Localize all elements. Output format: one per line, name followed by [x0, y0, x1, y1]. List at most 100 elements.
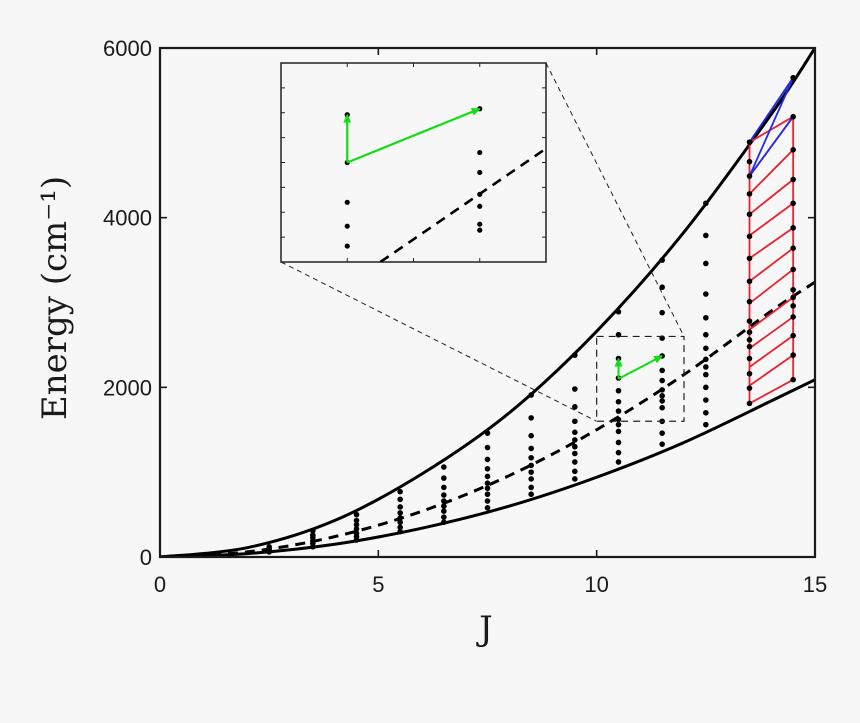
- level-point-j12.5-8: [703, 331, 709, 338]
- level-point-j13.5-5: [746, 337, 753, 343]
- level-point-j9.5-1: [572, 468, 578, 475]
- level-point-j9.5-8: [572, 404, 578, 410]
- red-rung-0: [749, 378, 794, 405]
- red-rung-3: [748, 316, 794, 350]
- zoom-region-box: [596, 335, 685, 422]
- inset-point-j10.5-1: [344, 223, 350, 229]
- level-point-j5.5-1: [397, 524, 403, 531]
- level-point-j5.5-0: [397, 528, 403, 535]
- level-point-j9.5-10: [572, 352, 578, 358]
- level-point-j13.5-1: [746, 385, 753, 391]
- inset-point-j11.5-1: [477, 221, 483, 227]
- level-point-j8.5-3: [528, 469, 534, 475]
- level-point-j12.5-11: [703, 260, 709, 267]
- red-rung-9: [748, 178, 794, 215]
- level-point-j11.5-6: [659, 387, 665, 393]
- level-point-j14.5-13: [790, 113, 796, 120]
- main-plot-content: [160, 48, 815, 557]
- level-point-j9.5-2: [572, 459, 578, 465]
- level-point-j10.5-7: [615, 398, 622, 405]
- level-point-j12.5-13: [703, 200, 709, 207]
- level-point-j3.5-5: [310, 527, 316, 534]
- level-point-j10.5-5: [615, 416, 622, 423]
- y-tick-label-2000: 2000: [103, 375, 152, 400]
- inset-point-j11.5-2: [477, 203, 483, 209]
- axes: 0 5 10 15 0 2000 4000 6000: [103, 36, 827, 597]
- red-rung-6: [748, 247, 794, 283]
- level-point-j7.5-6: [484, 465, 491, 472]
- level-point-j10.5-3: [615, 428, 622, 435]
- level-point-j9.5-0: [572, 476, 578, 482]
- level-point-j13.5-16: [746, 139, 753, 145]
- level-point-j13.5-14: [746, 173, 753, 179]
- level-point-j13.5-3: [746, 355, 753, 362]
- level-point-j13.5-2: [746, 370, 753, 377]
- level-point-j11.5-0: [659, 441, 665, 447]
- level-point-j7.5-1: [484, 498, 491, 504]
- level-point-j11.5-1: [659, 430, 665, 436]
- inset-point-j11.5-5: [477, 149, 483, 156]
- x-tick-label-10: 10: [584, 572, 608, 597]
- level-point-j12.5-1: [703, 409, 709, 416]
- level-point-j6.5-5: [441, 492, 447, 498]
- level-point-j14.5-2: [790, 332, 796, 339]
- green-arrow-1: [618, 355, 664, 380]
- level-point-j8.5-8: [528, 415, 534, 421]
- red-rung-2: [748, 334, 794, 368]
- level-point-j8.5-2: [528, 476, 534, 482]
- level-point-j13.5-6: [746, 329, 753, 335]
- level-point-j5.5-5: [397, 504, 403, 510]
- level-point-j7.5-3: [484, 485, 491, 492]
- level-point-j9.5-5: [572, 437, 578, 443]
- level-point-j9.5-4: [572, 443, 578, 450]
- level-point-j13.5-4: [746, 343, 753, 350]
- y-tick-label-4000: 4000: [103, 206, 152, 231]
- level-point-j12.5-10: [703, 291, 709, 297]
- y-axis-label: Energy (cm⁻¹): [35, 176, 75, 420]
- level-point-j7.5-9: [484, 430, 491, 436]
- level-point-j9.5-9: [572, 386, 578, 392]
- level-point-j5.5-2: [397, 519, 403, 526]
- level-point-j7.5-7: [484, 456, 491, 463]
- level-point-j6.5-2: [441, 508, 447, 514]
- level-point-j11.5-12: [659, 284, 665, 291]
- level-point-j4.5-6: [353, 511, 360, 518]
- level-point-j14.5-12: [790, 147, 796, 153]
- level-point-j13.5-8: [746, 298, 753, 305]
- level-point-j6.5-0: [441, 519, 447, 526]
- level-point-j14.5-7: [790, 266, 796, 273]
- level-point-j6.5-1: [441, 514, 447, 520]
- level-point-j3.5-4: [310, 532, 316, 538]
- level-point-j8.5-0: [528, 491, 534, 498]
- level-point-j12.5-5: [703, 364, 709, 370]
- red-rung-8: [748, 202, 794, 237]
- level-point-j11.5-3: [659, 404, 665, 411]
- level-point-j14.5-10: [790, 200, 796, 207]
- level-point-j7.5-8: [484, 444, 491, 451]
- level-point-j10.5-1: [615, 449, 622, 456]
- level-point-j14.5-9: [790, 225, 796, 231]
- level-point-j14.5-6: [790, 286, 796, 293]
- red-rung-1: [748, 354, 794, 387]
- level-point-j14.5-3: [790, 314, 796, 320]
- level-point-j4.5-5: [353, 517, 360, 524]
- level-point-j9.5-6: [572, 429, 578, 436]
- level-point-j9.5-7: [572, 418, 578, 425]
- red-rung-10: [748, 149, 794, 195]
- level-point-j12.5-3: [703, 384, 709, 391]
- red-rung-4: [748, 296, 794, 331]
- y-tick-label-0: 0: [140, 545, 152, 570]
- level-point-j14.5-5: [790, 294, 796, 301]
- middle-dashed-curve: [160, 280, 815, 557]
- level-point-j12.5-0: [703, 421, 709, 428]
- level-point-j7.5-2: [484, 491, 491, 498]
- level-point-j8.5-9: [528, 392, 534, 398]
- inset-frame: [280, 62, 547, 263]
- level-point-j5.5-6: [397, 496, 403, 503]
- level-point-j14.5-14: [790, 74, 796, 81]
- red-rung-12: [749, 115, 794, 143]
- inset-point-j11.5-0: [477, 227, 483, 233]
- level-point-j12.5-7: [703, 345, 709, 352]
- level-point-j8.5-5: [528, 454, 534, 461]
